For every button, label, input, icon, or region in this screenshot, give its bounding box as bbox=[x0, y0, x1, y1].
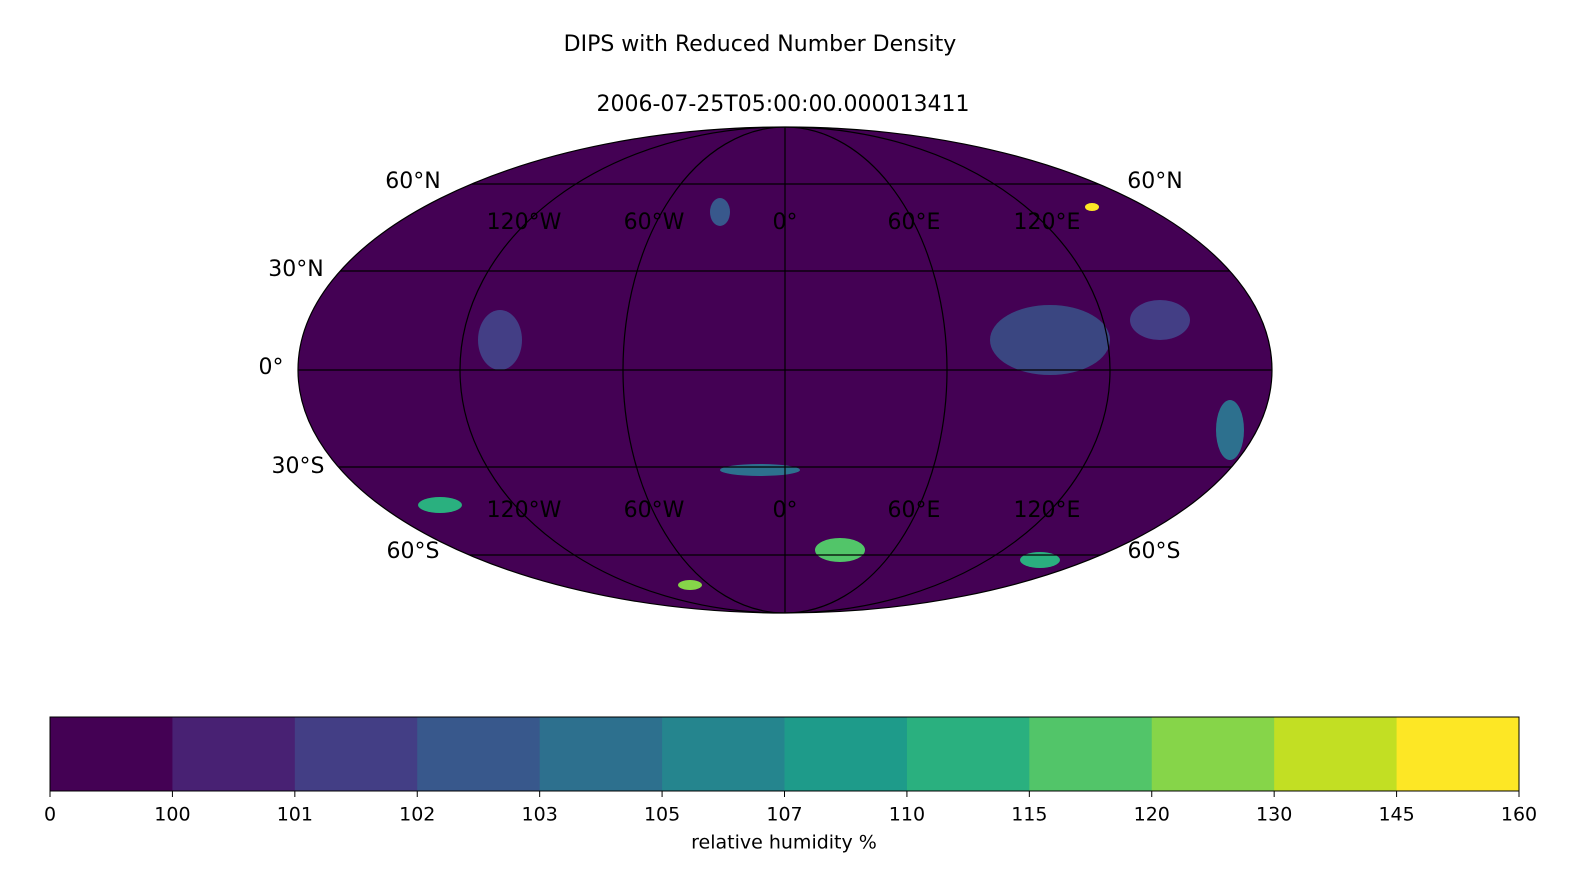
lon-label: 60°E bbox=[888, 498, 941, 523]
colorbar-segment bbox=[662, 717, 785, 791]
colorbar-segment bbox=[1274, 717, 1398, 791]
lon-label: 0° bbox=[773, 498, 798, 523]
colorbar-segment bbox=[1029, 717, 1153, 791]
colorbar-tick-label: 120 bbox=[1134, 804, 1170, 826]
lon-label: 120°W bbox=[487, 210, 562, 235]
colorbar-segment bbox=[50, 717, 173, 791]
lon-label: 120°W bbox=[487, 498, 562, 523]
colorbar-tick-label: 101 bbox=[277, 804, 313, 826]
colorbar-tick-label: 145 bbox=[1378, 804, 1414, 826]
colorbar-segment bbox=[539, 717, 663, 791]
lat-label: 60°S bbox=[1128, 539, 1181, 564]
colorbar-tick-label: 115 bbox=[1011, 804, 1047, 826]
lat-label: 60°S bbox=[387, 539, 440, 564]
subtitle: 2006-07-25T05:00:00.000013411 bbox=[596, 92, 969, 117]
colorbar-segment bbox=[784, 717, 908, 791]
colorbar-tick-label: 102 bbox=[399, 804, 435, 826]
colorbar-tick-label: 100 bbox=[154, 804, 190, 826]
lon-label: 60°W bbox=[624, 210, 685, 235]
colorbar-label: relative humidity % bbox=[691, 832, 877, 854]
colorbar-segment bbox=[172, 717, 296, 791]
colorbar-tick-label: 103 bbox=[522, 804, 558, 826]
lon-label: 120°E bbox=[1014, 210, 1081, 235]
lat-label: 60°N bbox=[385, 169, 440, 194]
colorbar-segment bbox=[417, 717, 541, 791]
lon-label: 60°E bbox=[888, 210, 941, 235]
colorbar-tick-label: 107 bbox=[766, 804, 802, 826]
colorbar-tick-label: 105 bbox=[644, 804, 680, 826]
colorbar-segment bbox=[906, 717, 1030, 791]
colorbar-segment bbox=[1396, 717, 1520, 791]
lon-label: 0° bbox=[773, 210, 798, 235]
colorbar-tick-label: 110 bbox=[889, 804, 925, 826]
lon-label: 60°W bbox=[624, 498, 685, 523]
colorbar-segment bbox=[1151, 717, 1275, 791]
title: DIPS with Reduced Number Density bbox=[564, 32, 957, 57]
lat-label: 0° bbox=[259, 355, 284, 380]
colorbar-tick-label: 160 bbox=[1501, 804, 1537, 826]
lat-label: 60°N bbox=[1127, 169, 1182, 194]
colorbar-tick-label: 0 bbox=[44, 804, 56, 826]
colorbar-segment bbox=[294, 717, 418, 791]
lon-label: 120°E bbox=[1014, 498, 1081, 523]
map-outline bbox=[297, 126, 1273, 614]
lat-label: 30°S bbox=[272, 454, 325, 479]
colorbar-tick-label: 130 bbox=[1256, 804, 1292, 826]
lat-label: 30°N bbox=[268, 257, 323, 282]
